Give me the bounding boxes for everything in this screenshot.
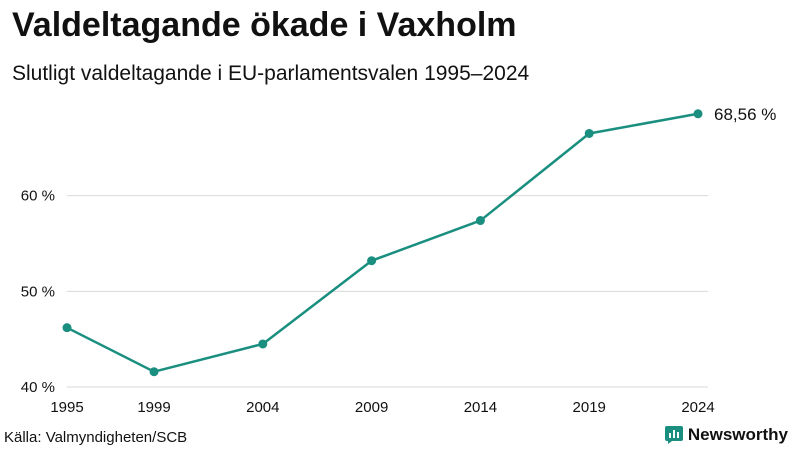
data-point-2009 — [367, 256, 377, 266]
x-tick-label: 2014 — [464, 399, 497, 416]
series-line — [66, 112, 699, 373]
brand-name: Newsworthy — [687, 425, 788, 444]
x-tick-label: 2024 — [681, 399, 714, 416]
x-tick-label: 2019 — [573, 399, 606, 416]
y-tick-label: 60 % — [21, 188, 55, 205]
y-tick-label: 50 % — [21, 283, 55, 300]
chart-title: Valdeltagande ökade i Vaxholm — [12, 6, 517, 44]
data-point-1995 — [62, 323, 72, 333]
x-tick-label: 2009 — [355, 399, 388, 416]
chart-subtitle: Slutligt valdeltagande i EU-parlamentsva… — [12, 62, 530, 85]
y-tick-label: 40 % — [21, 379, 55, 396]
data-point-2004 — [258, 339, 268, 349]
end-value-label: 68,56 % — [714, 105, 776, 124]
data-point-2014 — [475, 216, 485, 226]
data-point-2024 — [693, 109, 703, 119]
source-note: Källa: Valmyndigheten/SCB — [4, 429, 188, 446]
x-tick-label: 2004 — [246, 399, 279, 416]
data-point-1999 — [149, 367, 159, 377]
data-point-2019 — [584, 128, 594, 138]
newsworthy-logo-icon — [664, 426, 683, 444]
x-tick-label: 1995 — [50, 399, 83, 416]
x-tick-label: 1999 — [137, 399, 170, 416]
brand-logo: Newsworthy — [664, 425, 788, 445]
